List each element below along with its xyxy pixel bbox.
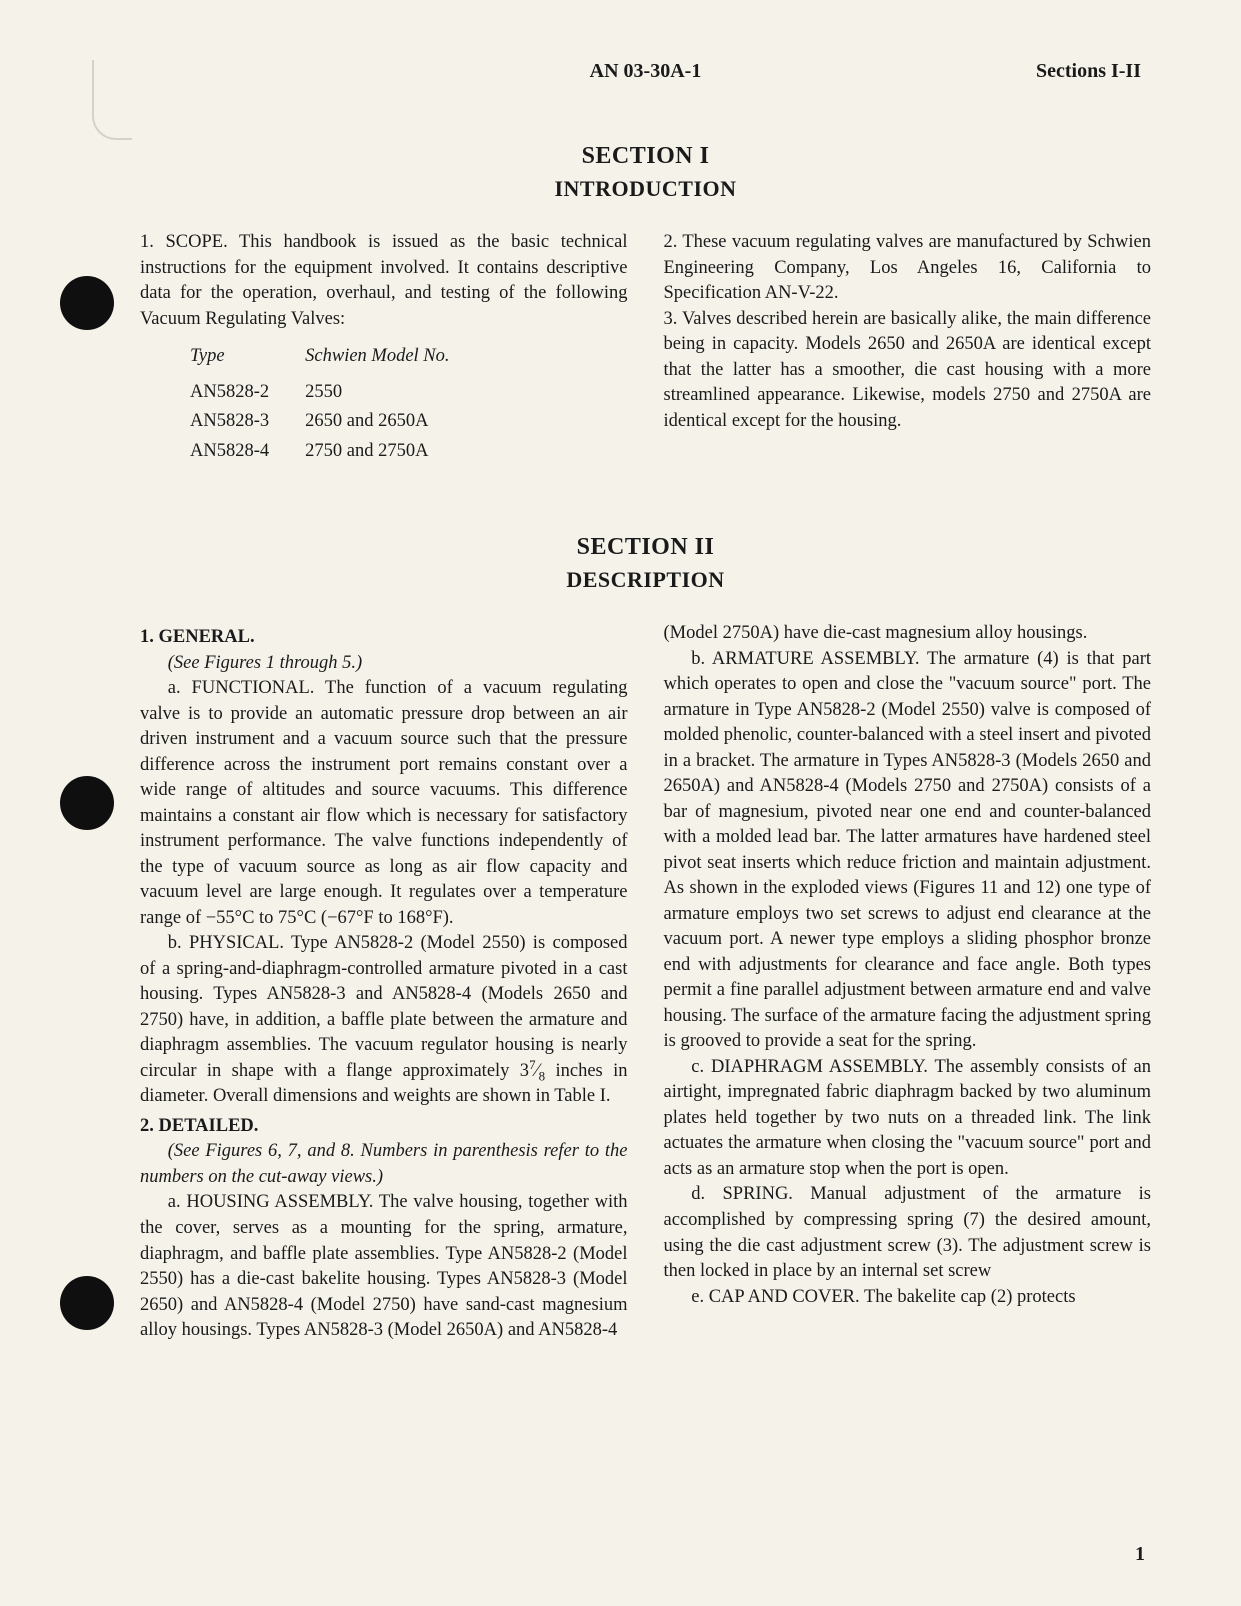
section2-sub: DESCRIPTION [140,567,1151,593]
s2-functional: a. FUNCTIONAL. The function of a vacuum … [140,676,628,931]
td-model: 2750 and 2750A [305,437,483,465]
section1-columns: 1. SCOPE. This handbook is issued as the… [140,230,1151,466]
section1-right-col: 2. These vacuum regulating valves are ma… [664,230,1152,466]
s1-scope: 1. SCOPE. This handbook is issued as the… [140,230,628,332]
th-type: Type [190,344,303,376]
th-model: Schwien Model No. [305,344,483,376]
s2-physical: b. PHYSICAL. Type AN5828-2 (Model 2550) … [140,931,628,1110]
page-number: 1 [1135,1543,1145,1566]
section-range: Sections I-II [991,60,1141,83]
section1-sub: INTRODUCTION [140,176,1151,202]
td-type: AN5828-3 [190,407,303,435]
section1-left-col: 1. SCOPE. This handbook is issued as the… [140,230,628,466]
table-row: AN5828-2 2550 [190,378,484,406]
s2-spring: d. SPRING. Manual adjustment of the arma… [664,1182,1152,1284]
section2-left-col: 1. GENERAL. (See Figures 1 through 5.) a… [140,621,628,1343]
s2-housing: a. HOUSING ASSEMBLY. The valve housing, … [140,1190,628,1343]
s2-general-head: 1. GENERAL. [140,625,628,651]
s2-detailed-head: 2. DETAILED. [140,1114,628,1140]
section2-columns: 1. GENERAL. (See Figures 1 through 5.) a… [140,621,1151,1343]
section1-heading: SECTION I [140,143,1151,170]
table-row: AN5828-4 2750 and 2750A [190,437,484,465]
s2-general-note: (See Figures 1 through 5.) [140,651,628,677]
page-header: AN 03-30A-1 Sections I-II [140,60,1151,83]
td-model: 2550 [305,378,483,406]
section2-right-col: (Model 2750A) have die-cast magnesium al… [664,621,1152,1343]
s2-housing-cont: (Model 2750A) have die-cast magnesium al… [664,621,1152,647]
table-row: AN5828-3 2650 and 2650A [190,407,484,435]
s2-diaphragm: c. DIAPHRAGM ASSEMBLY. The assembly cons… [664,1055,1152,1183]
table-header-row: Type Schwien Model No. [190,344,484,376]
td-type: AN5828-2 [190,378,303,406]
fraction: 7⁄8 [529,1061,545,1081]
section2-heading: SECTION II [140,534,1151,561]
td-model: 2650 and 2650A [305,407,483,435]
s2-physical-pre: b. PHYSICAL. Type AN5828-2 (Model 2550) … [140,933,628,1081]
td-type: AN5828-4 [190,437,303,465]
page: AN 03-30A-1 Sections I-II SECTION I INTR… [0,0,1241,1606]
s2-cap-cover: e. CAP AND COVER. The bakelite cap (2) p… [664,1285,1152,1311]
type-table: Type Schwien Model No. AN5828-2 2550 AN5… [188,342,486,466]
s2-armature: b. ARMATURE ASSEMBLY. The armature (4) i… [664,647,1152,1055]
s2-detailed-note: (See Figures 6, 7, and 8. Numbers in par… [140,1139,628,1190]
s1-p2: 2. These vacuum regulating valves are ma… [664,230,1152,307]
doc-number: AN 03-30A-1 [300,60,991,83]
s1-p3: 3. Valves described herein are basically… [664,307,1152,435]
frac-num: 7 [529,1057,535,1072]
